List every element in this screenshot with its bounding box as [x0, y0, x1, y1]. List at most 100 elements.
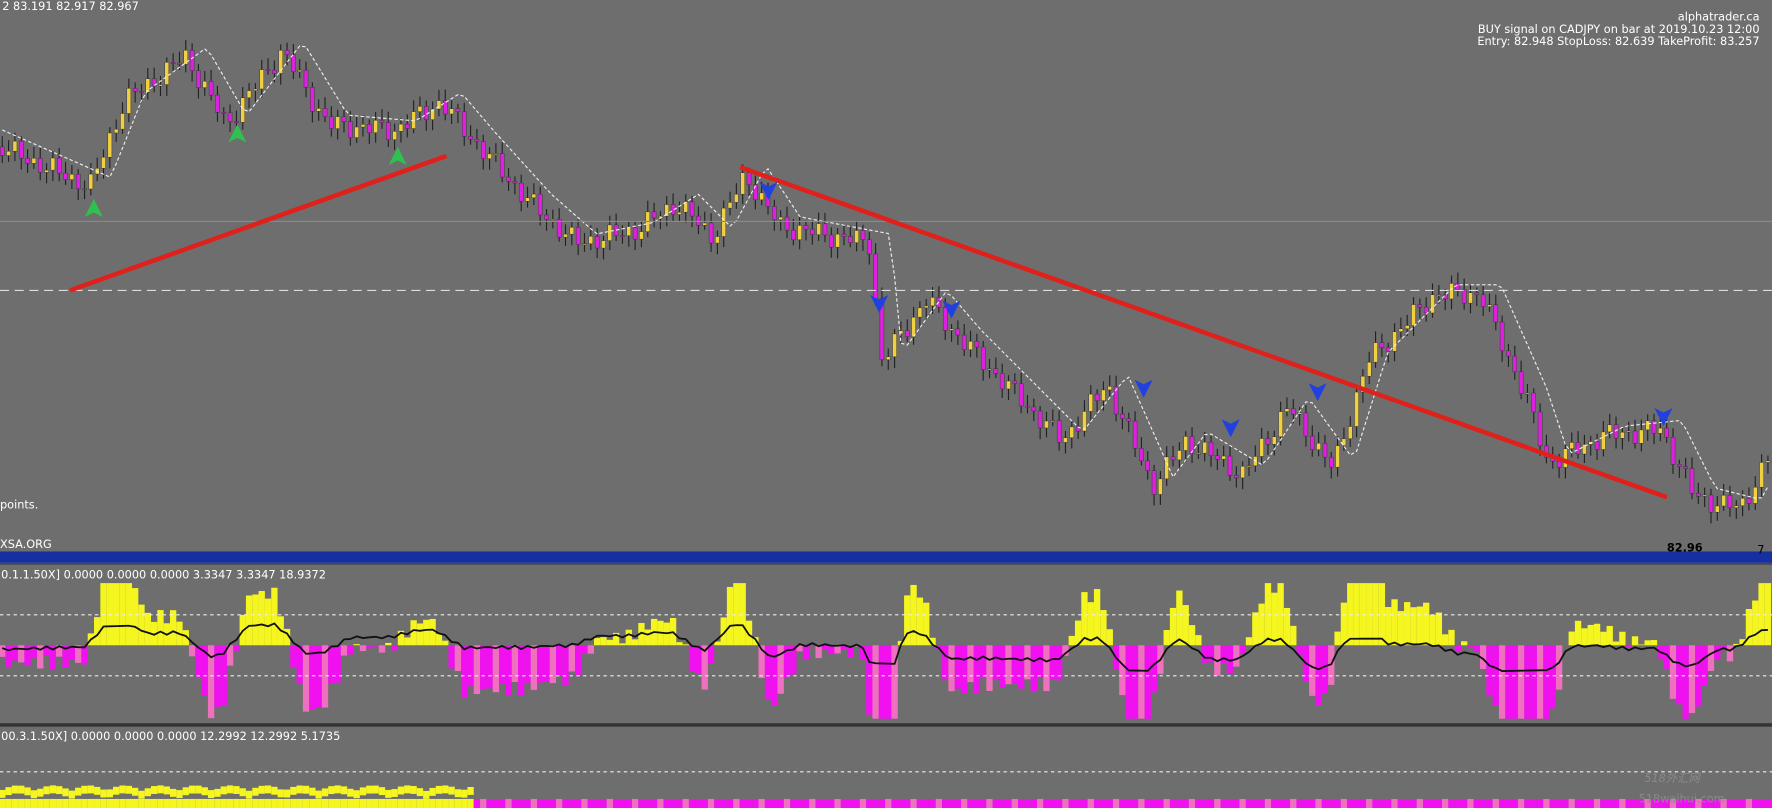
- histogram-bar: [1606, 798, 1613, 808]
- candle: [227, 112, 233, 122]
- histogram-bar: [296, 645, 303, 684]
- candle: [189, 50, 195, 71]
- histogram-bar: [1138, 645, 1145, 719]
- histogram-bar: [188, 645, 196, 657]
- candle: [575, 226, 581, 245]
- histogram-bar: [1144, 798, 1151, 808]
- histogram-bar: [1233, 798, 1240, 808]
- candle: [626, 227, 632, 237]
- histogram-bar: [1296, 645, 1303, 655]
- histogram-bar: [518, 645, 525, 696]
- candle: [702, 222, 707, 226]
- candle: [854, 230, 859, 243]
- histogram-bar: [1290, 798, 1297, 808]
- histogram-bar: [201, 798, 208, 808]
- histogram-bar: [1638, 644, 1645, 646]
- histogram-bar: [999, 645, 1006, 688]
- candle: [449, 108, 454, 115]
- candle: [107, 132, 113, 158]
- candle: [708, 222, 714, 244]
- indicator-label: 0.1.1.50X] 0.0000 0.0000 0.0000 3.3347 3…: [1, 569, 326, 582]
- histogram-bar: [1074, 620, 1082, 646]
- histogram-bar: [929, 798, 936, 808]
- histogram-bar: [5, 787, 12, 796]
- candle: [1316, 442, 1321, 450]
- candle: [746, 172, 752, 186]
- histogram-bar: [1005, 645, 1012, 685]
- histogram-bar: [986, 645, 993, 691]
- candle: [170, 62, 176, 64]
- candle: [873, 253, 878, 299]
- histogram-bar: [467, 786, 474, 795]
- candle: [1639, 429, 1644, 444]
- histogram-bar: [1068, 798, 1075, 808]
- histogram-bar: [11, 785, 19, 794]
- watermark-url: 518waihui.com: [1639, 792, 1725, 805]
- histogram-bar: [1271, 798, 1278, 808]
- candle: [677, 211, 682, 215]
- histogram-bar: [612, 632, 620, 646]
- histogram-bar: [1163, 629, 1170, 646]
- histogram-bar: [511, 645, 519, 683]
- candle: [1284, 408, 1290, 412]
- histogram-bar: [1220, 645, 1227, 664]
- histogram-bar: [1182, 605, 1189, 646]
- candle: [1430, 294, 1435, 314]
- candle: [1177, 450, 1182, 461]
- candle: [778, 216, 783, 221]
- histogram-bar: [1017, 798, 1025, 808]
- candle: [696, 215, 701, 226]
- histogram-bar: [106, 798, 114, 808]
- histogram-bar: [1479, 798, 1487, 808]
- histogram-bar: [182, 787, 189, 796]
- histogram-bar: [1739, 798, 1746, 808]
- candle: [31, 158, 37, 164]
- histogram-bar: [1100, 610, 1107, 646]
- histogram-bar: [480, 798, 487, 808]
- histogram-bar: [258, 785, 265, 794]
- candle: [474, 138, 480, 142]
- histogram-bar: [359, 787, 367, 796]
- histogram-bar: [499, 645, 506, 684]
- histogram-bar: [150, 786, 158, 794]
- histogram-bar: [56, 645, 63, 657]
- histogram-bar: [328, 645, 335, 684]
- histogram-bar: [1511, 645, 1518, 719]
- histogram-bar: [62, 798, 69, 808]
- signal-strip: [0, 551, 1772, 563]
- candle: [120, 113, 125, 130]
- candle: [417, 106, 423, 112]
- histogram-bar: [176, 790, 183, 798]
- histogram-bar: [1347, 798, 1354, 808]
- histogram-bar: [1391, 599, 1398, 646]
- histogram-bar: [157, 798, 164, 808]
- histogram-bar: [410, 786, 417, 794]
- histogram-bar: [480, 645, 487, 689]
- candle: [1765, 460, 1771, 463]
- histogram-bar: [1397, 611, 1405, 646]
- histogram-bar: [1733, 643, 1740, 646]
- histogram-bar: [283, 628, 291, 646]
- histogram-bar: [195, 785, 202, 794]
- histogram-bar: [1454, 645, 1461, 651]
- separator: [0, 723, 1772, 727]
- histogram-bar: [1562, 798, 1569, 808]
- histogram-bar: [372, 645, 379, 647]
- histogram-bar: [81, 798, 88, 808]
- candle: [63, 172, 68, 180]
- histogram-bar: [606, 798, 613, 808]
- histogram-bar: [207, 645, 215, 719]
- candle: [1259, 438, 1264, 457]
- candle: [468, 136, 473, 140]
- histogram-bar: [1366, 798, 1373, 808]
- histogram-bar: [1144, 645, 1151, 719]
- candle: [1436, 294, 1442, 296]
- histogram-bar: [1574, 620, 1582, 646]
- candle: [563, 233, 568, 238]
- histogram-bar: [1429, 614, 1436, 646]
- histogram-bar: [391, 798, 398, 808]
- histogram-bar: [777, 798, 784, 808]
- histogram-bar: [796, 645, 803, 652]
- histogram-bar: [505, 645, 512, 696]
- histogram-bar: [340, 786, 348, 795]
